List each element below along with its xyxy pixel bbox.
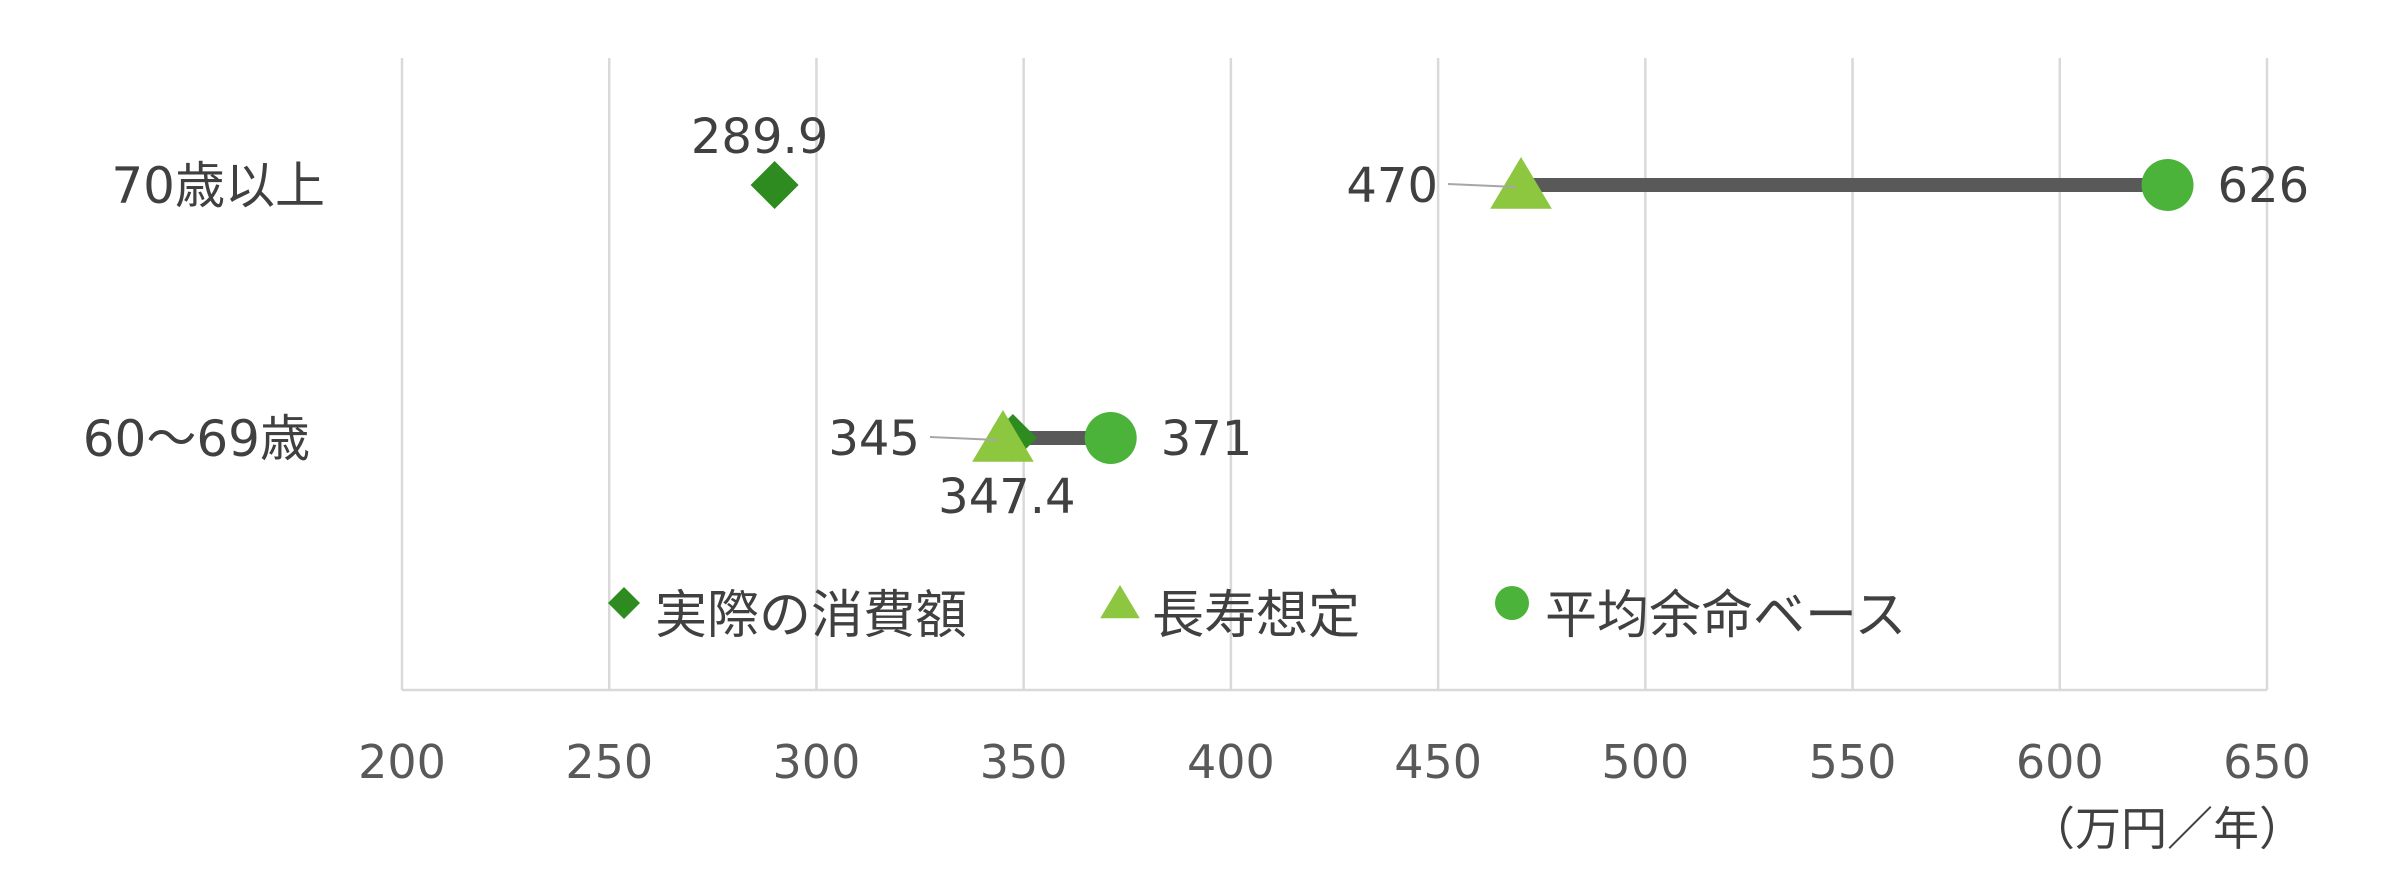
x-tick-label: 600 [2016, 735, 2104, 789]
legend: 実際の消費額 長寿想定 平均余命ベース [608, 585, 1906, 646]
x-tick-label: 300 [773, 735, 861, 789]
legend-triangle-icon [1100, 585, 1140, 619]
x-tick-label: 350 [980, 735, 1068, 789]
data-point-triangle [1490, 157, 1552, 209]
legend-label: 実際の消費額 [655, 586, 967, 646]
data-label: 626 [2218, 158, 2310, 214]
legend-item: 実際の消費額 [608, 586, 967, 646]
gridlines [400, 58, 2269, 690]
data-label: 347.4 [938, 469, 1075, 525]
range-bars [1002, 178, 2168, 445]
x-tick-label: 500 [1601, 735, 1689, 789]
legend-label: 平均余命ベース [1545, 586, 1906, 646]
x-axis: 200 250 300 350 400 450 500 550 600 650 [358, 688, 2311, 789]
legend-item: 平均余命ベース [1495, 586, 1906, 646]
data-label: 371 [1161, 411, 1253, 467]
data-labels: 289.9 347.4 470 345 626 371 [691, 109, 2309, 525]
label-leader-line [929, 436, 998, 441]
legend-diamond-icon [608, 587, 640, 619]
category-labels: 70歳以上 60～69歳 [83, 157, 325, 468]
category-label: 60～69歳 [83, 410, 310, 468]
x-tick-label: 250 [565, 735, 653, 789]
x-tick-label: 450 [1394, 735, 1482, 789]
data-label: 470 [1346, 158, 1438, 214]
data-point-triangle [972, 410, 1034, 462]
data-point-diamond [750, 161, 799, 209]
legend-item: 長寿想定 [1100, 585, 1360, 646]
data-label: 289.9 [691, 109, 828, 165]
x-tick-label: 200 [358, 735, 446, 789]
data-point-circle [2141, 159, 2194, 211]
data-markers [750, 157, 2194, 464]
data-point-circle [1084, 412, 1137, 464]
legend-circle-icon [1495, 586, 1529, 620]
data-label: 345 [828, 411, 920, 467]
category-label: 70歳以上 [111, 157, 325, 215]
legend-label: 長寿想定 [1152, 586, 1360, 646]
x-tick-label: 550 [1809, 735, 1897, 789]
x-tick-label: 650 [2223, 735, 2311, 789]
label-leader-line [1447, 183, 1517, 188]
x-axis-unit-label: （万円／年） [2029, 802, 2305, 856]
x-tick-label: 400 [1187, 735, 1275, 789]
